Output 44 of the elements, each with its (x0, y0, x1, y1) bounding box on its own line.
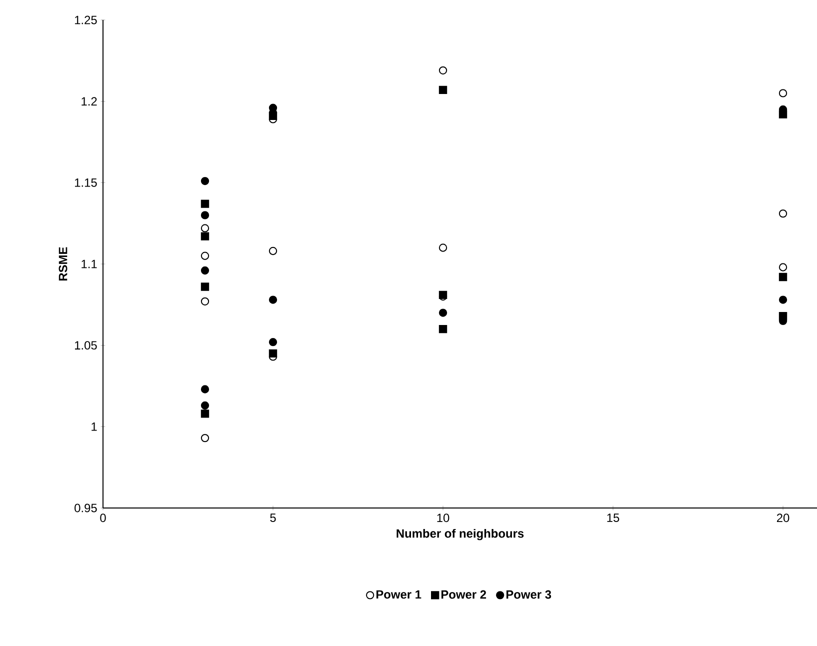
point (438, 308, 448, 317)
point (200, 385, 210, 394)
point (268, 349, 278, 358)
point (200, 410, 210, 418)
point (778, 263, 788, 272)
x-tick-label: 20 (776, 514, 790, 522)
x-tick-label: 10 (437, 514, 450, 522)
point (200, 200, 210, 208)
point (778, 89, 788, 98)
y-tick-label: 0.95 (74, 504, 97, 512)
point (438, 66, 448, 75)
y-tick-label: 1.2 (82, 97, 97, 106)
point (200, 297, 210, 306)
point (200, 232, 210, 240)
point (778, 209, 788, 218)
point (200, 211, 210, 220)
point (438, 324, 448, 334)
point (268, 246, 278, 256)
y-axis-title: RSME (58, 247, 68, 280)
legend-label: Power 1 (376, 590, 422, 599)
point (778, 272, 788, 282)
point (200, 282, 210, 291)
point (200, 266, 210, 275)
point (200, 224, 210, 232)
x-tick-label: 5 (270, 514, 276, 522)
point (200, 176, 210, 186)
x-tick-label: 15 (607, 514, 620, 522)
y-tick-label: 1.05 (74, 341, 97, 350)
point (200, 252, 210, 260)
legend-label: Power 2 (441, 590, 486, 599)
y-tick-label: 1.15 (74, 178, 97, 187)
y-tick-label: 1.25 (74, 16, 97, 24)
x-axis-title: Number of neighbours (396, 528, 524, 540)
point (438, 244, 448, 252)
point (200, 401, 210, 410)
point (268, 338, 278, 346)
point (268, 296, 278, 304)
x-tick-label: 0 (100, 514, 106, 522)
point (438, 86, 448, 94)
legend-label: Power 3 (506, 590, 552, 599)
y-tick-label: 1 (92, 422, 97, 431)
point (778, 296, 788, 304)
y-tick-label: 1.1 (82, 260, 97, 268)
point (200, 434, 210, 442)
